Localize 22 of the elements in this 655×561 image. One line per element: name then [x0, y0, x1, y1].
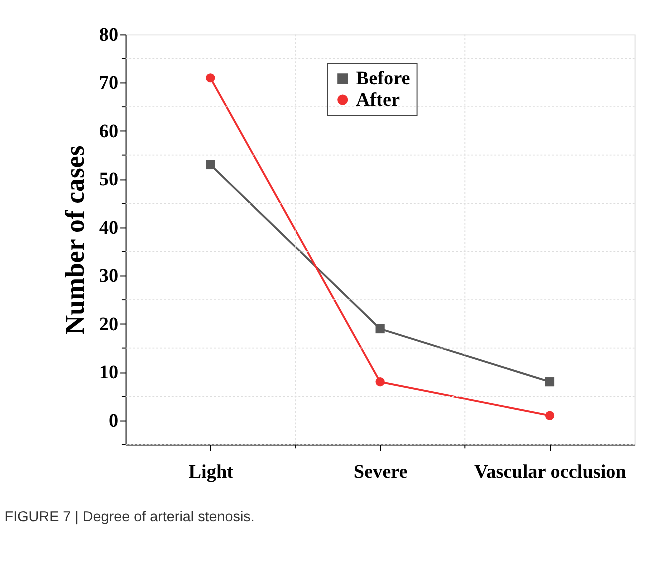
point — [376, 378, 385, 387]
point — [206, 74, 216, 83]
y-tick-label: 20 — [99, 314, 119, 336]
point — [206, 160, 216, 170]
y-tick-label: 50 — [99, 170, 119, 191]
y-tick-label: 0 — [109, 410, 119, 432]
y-tick-label: 80 — [99, 24, 119, 46]
y-tick-label: 10 — [99, 362, 119, 384]
y-tick-label: 60 — [99, 121, 119, 142]
x-tick-label: Vascular occlusion — [474, 462, 627, 483]
x-tick-label: Severe — [354, 462, 408, 483]
legend-label: After — [356, 90, 400, 111]
legend-label: Before — [356, 68, 411, 90]
y-tick-label: 40 — [99, 218, 119, 239]
point — [545, 378, 555, 387]
x-tick-label: Light — [188, 462, 234, 483]
y-tick-label: 30 — [99, 266, 119, 288]
y-axis-title: Number of cases — [60, 146, 90, 335]
caption: FIGURE 7 | Degree of arterial stenosis. — [4, 510, 255, 526]
point — [376, 324, 385, 334]
point — [545, 411, 555, 420]
y-tick-label: 70 — [99, 73, 119, 94]
